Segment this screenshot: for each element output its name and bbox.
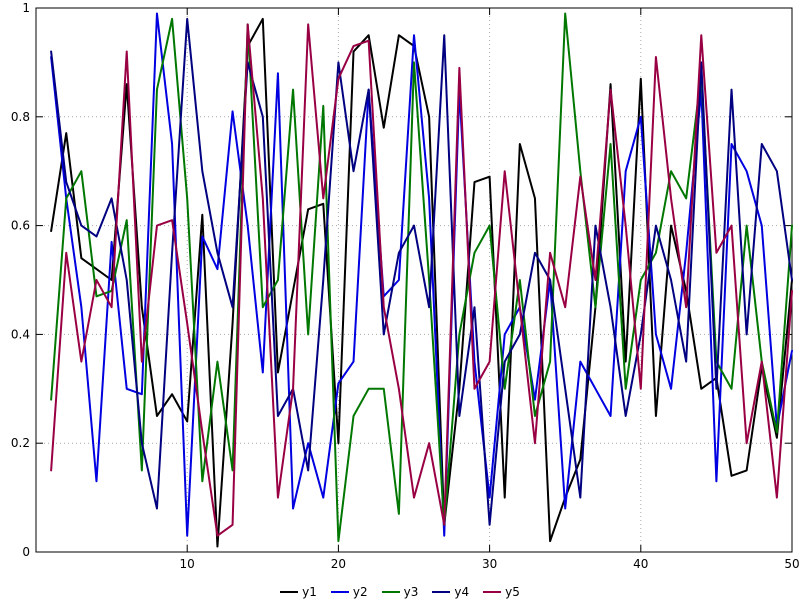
- legend-swatch-y1: [280, 591, 299, 593]
- legend-label-y3: y3: [403, 585, 419, 599]
- legend-label-y1: y1: [302, 585, 317, 599]
- svg-text:0.4: 0.4: [11, 327, 30, 341]
- legend-item-y5: y5: [483, 586, 520, 598]
- svg-text:20: 20: [331, 557, 346, 571]
- svg-text:40: 40: [633, 557, 648, 571]
- legend-swatch-y2: [330, 591, 349, 593]
- legend-item-y2: y2: [330, 585, 368, 599]
- svg-text:30: 30: [482, 557, 497, 571]
- legend-swatch-y3: [381, 591, 400, 593]
- legend-swatch-y5: [483, 591, 502, 593]
- svg-text:0.8: 0.8: [11, 110, 30, 124]
- svg-text:10: 10: [180, 557, 195, 571]
- legend-label-y4: y4: [454, 585, 470, 599]
- legend-item-y1: y1: [280, 586, 317, 598]
- legend-item-y4: y4: [432, 586, 469, 598]
- legend-label-y5: y5: [505, 585, 520, 599]
- chart-legend: y1 y2 y3 y4 y5: [0, 586, 800, 598]
- legend-swatch-y4: [432, 591, 451, 593]
- svg-text:0.2: 0.2: [11, 436, 30, 450]
- svg-text:0: 0: [22, 545, 30, 559]
- legend-label-y2: y2: [352, 585, 368, 599]
- svg-text:50: 50: [784, 557, 799, 571]
- legend-item-y3: y3: [381, 585, 419, 599]
- svg-text:1: 1: [22, 1, 30, 15]
- svg-text:0.6: 0.6: [11, 219, 30, 233]
- chart-plot-area: 10 20 30 40 50 0 0.2 0.4 0.6 0.8 1: [11, 1, 800, 571]
